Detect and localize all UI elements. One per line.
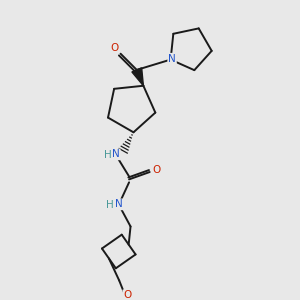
Text: O: O xyxy=(110,44,118,53)
Polygon shape xyxy=(132,68,143,86)
Text: H: H xyxy=(104,150,112,160)
Text: H: H xyxy=(106,200,114,210)
Text: O: O xyxy=(152,165,160,175)
Text: O: O xyxy=(123,290,131,300)
Text: N: N xyxy=(115,200,123,209)
Text: N: N xyxy=(112,149,120,159)
Text: N: N xyxy=(168,54,176,64)
